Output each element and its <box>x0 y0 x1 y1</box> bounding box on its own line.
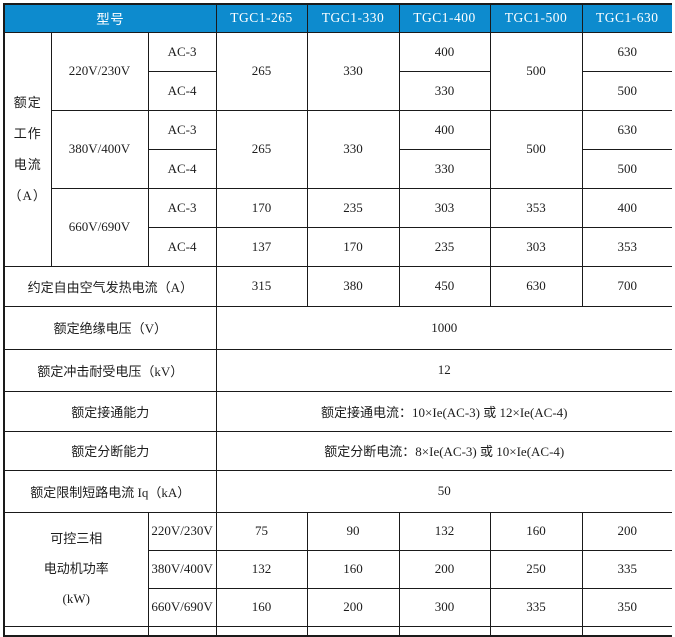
breaking-capacity-row: 额定分断能力 额定分断电流：8×Ie(AC-3) 或 10×Ie(AC-4) <box>3 430 672 471</box>
spec-value-cell: 1000 <box>215 305 672 350</box>
empty-cell <box>581 625 672 637</box>
motor-power-220-row: 可控三相 电动机功率 (kW) 220V/230V 75 90 132 160 … <box>3 511 672 627</box>
utilization-category-cell: AC-3 <box>147 109 217 150</box>
current-value-cell: 265 <box>215 109 308 189</box>
current-value-cell: 500 <box>489 109 583 189</box>
rated-current-220-ac3-row: 额定 工作 电流 （A） 220V/230V AC-3 265 330 400 … <box>3 31 672 267</box>
impulse-withstand-voltage-row: 额定冲击耐受电压（kV） 12 <box>3 348 672 392</box>
spec-label-cell: 额定接通能力 <box>3 390 217 432</box>
current-value-cell: 315 <box>215 265 308 307</box>
utilization-category-cell: AC-4 <box>147 148 217 189</box>
spec-value-cell: 额定接通电流：10×Ie(AC-3) 或 12×Ie(AC-4) <box>215 390 672 432</box>
current-value-cell: 630 <box>581 109 672 150</box>
making-capacity-row: 额定接通能力 额定接通电流：10×Ie(AC-3) 或 12×Ie(AC-4) <box>3 390 672 432</box>
current-value-cell: 450 <box>398 265 491 307</box>
current-value-cell: 353 <box>489 187 583 228</box>
power-value-cell: 132 <box>398 511 491 551</box>
current-value-cell: 353 <box>581 226 672 267</box>
current-value-cell: 170 <box>306 226 400 267</box>
current-value-cell: 400 <box>398 109 491 150</box>
power-value-cell: 200 <box>306 587 400 627</box>
power-value-cell: 350 <box>581 587 672 627</box>
empty-cell <box>489 625 583 637</box>
voltage-cell-380: 380V/400V <box>147 549 217 589</box>
current-value-cell: 380 <box>306 265 400 307</box>
model-column-header-tgc1-630: TGC1-630 <box>581 3 672 33</box>
limited-short-circuit-current-row: 额定限制短路电流 Iq（kA） 50 <box>3 469 672 513</box>
header-row: 型号 TGC1-265 TGC1-330 TGC1-400 TGC1-500 T… <box>3 3 672 33</box>
power-value-cell: 160 <box>215 587 308 627</box>
current-value-cell: 170 <box>215 187 308 228</box>
spec-table-page: 型号 TGC1-265 TGC1-330 TGC1-400 TGC1-500 T… <box>3 3 672 637</box>
power-value-cell: 132 <box>215 549 308 589</box>
spec-value-cell: 额定分断电流：8×Ie(AC-3) 或 10×Ie(AC-4) <box>215 430 672 471</box>
voltage-cell-660: 660V/690V <box>147 587 217 627</box>
current-value-cell: 400 <box>398 31 491 72</box>
current-value-cell: 500 <box>581 148 672 189</box>
spec-label-cell: 额定分断能力 <box>3 430 217 471</box>
power-value-cell: 250 <box>489 549 583 589</box>
current-value-cell: 265 <box>215 31 308 111</box>
contactor-spec-table: 型号 TGC1-265 TGC1-330 TGC1-400 TGC1-500 T… <box>3 3 672 637</box>
current-value-cell: 330 <box>398 148 491 189</box>
power-value-cell: 90 <box>306 511 400 551</box>
rated-current-660-ac3-row: 660V/690V AC-3 170 235 303 353 400 <box>4 187 672 267</box>
voltage-cell-660: 660V/690V <box>50 187 149 267</box>
heat-current-label: 约定自由空气发热电流（A） <box>3 265 217 307</box>
current-value-cell: 330 <box>398 70 491 111</box>
current-value-cell: 235 <box>398 226 491 267</box>
current-value-cell: 500 <box>581 70 672 111</box>
empty-cell <box>398 625 491 637</box>
current-value-cell: 303 <box>398 187 491 228</box>
current-value-cell: 500 <box>489 31 583 111</box>
spec-label-cell: 额定冲击耐受电压（kV） <box>3 348 217 392</box>
spec-value-cell: 12 <box>215 348 672 392</box>
current-value-cell: 235 <box>306 187 400 228</box>
power-value-cell: 160 <box>489 511 583 551</box>
utilization-category-cell: AC-3 <box>147 187 217 228</box>
utilization-category-cell: AC-4 <box>147 70 217 111</box>
model-column-header-tgc1-500: TGC1-500 <box>489 3 583 33</box>
model-column-header-tgc1-265: TGC1-265 <box>215 3 308 33</box>
model-label-header: 型号 <box>3 3 217 33</box>
current-value-cell: 630 <box>489 265 583 307</box>
current-value-cell: 400 <box>581 187 672 228</box>
model-column-header-tgc1-330: TGC1-330 <box>306 3 400 33</box>
heat-current-row: 约定自由空气发热电流（A） 315 380 450 630 700 <box>3 265 672 307</box>
spec-label-cell: 额定绝缘电压（V） <box>3 305 217 350</box>
voltage-cell-220: 220V/230V <box>147 511 217 551</box>
power-value-cell: 160 <box>306 549 400 589</box>
current-value-cell: 137 <box>215 226 308 267</box>
rated-current-380-ac3-row: 380V/400V AC-3 265 330 400 500 630 <box>4 109 672 189</box>
current-value-cell: 330 <box>306 109 400 189</box>
spec-label-cell: 额定限制短路电流 Iq（kA） <box>3 469 217 513</box>
empty-cell <box>306 625 400 637</box>
voltage-cell-380: 380V/400V <box>50 109 149 189</box>
current-value-cell: 303 <box>489 226 583 267</box>
power-value-cell: 200 <box>581 511 672 551</box>
insulation-voltage-row: 额定绝缘电压（V） 1000 <box>3 305 672 350</box>
motor-power-380-row: 380V/400V 132 160 200 250 335 <box>4 549 672 589</box>
current-value-cell: 630 <box>581 31 672 72</box>
empty-cell <box>3 625 149 637</box>
empty-cell <box>147 625 217 637</box>
model-column-header-tgc1-400: TGC1-400 <box>398 3 491 33</box>
power-value-cell: 335 <box>489 587 583 627</box>
power-value-cell: 335 <box>581 549 672 589</box>
power-value-cell: 200 <box>398 549 491 589</box>
partial-cutoff-row <box>3 625 672 637</box>
power-value-cell: 75 <box>215 511 308 551</box>
utilization-category-cell: AC-3 <box>147 31 217 72</box>
voltage-cell-220: 220V/230V <box>50 31 149 111</box>
utilization-category-cell: AC-4 <box>147 226 217 267</box>
spec-value-cell: 50 <box>215 469 672 513</box>
rated-current-group-label: 额定 工作 电流 （A） <box>3 31 52 267</box>
current-value-cell: 330 <box>306 31 400 111</box>
current-value-cell: 700 <box>581 265 672 307</box>
empty-cell <box>215 625 308 637</box>
power-value-cell: 300 <box>398 587 491 627</box>
motor-power-group-label: 可控三相 电动机功率 (kW) <box>3 511 149 627</box>
